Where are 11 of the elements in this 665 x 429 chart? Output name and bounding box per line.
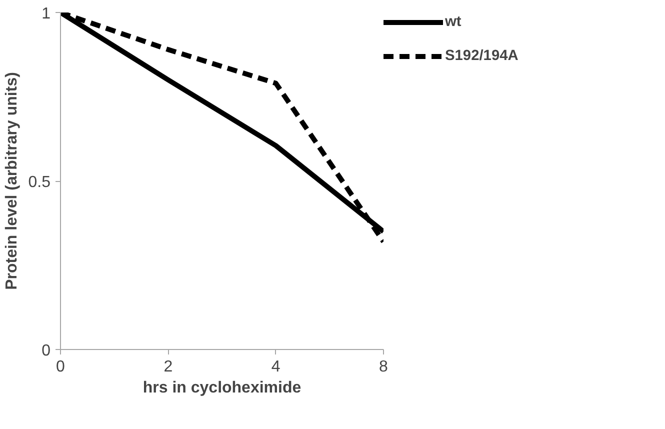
- y-tick-label: 0.5: [28, 174, 51, 191]
- legend-label: S192/194A: [445, 48, 518, 64]
- x-tick-label: 2: [164, 358, 173, 376]
- legend-label: wt: [445, 14, 462, 30]
- x-axis-title: hrs in cycloheximide: [142, 380, 302, 396]
- y-tick-label: 0: [42, 342, 51, 360]
- y-tick-label: 1: [42, 6, 51, 22]
- x-tick-label: 4: [271, 358, 280, 376]
- y-axis-title: Protein level (arbitrary units): [3, 72, 20, 290]
- x-tick-label: 8: [379, 358, 388, 376]
- x-tick-label: 0: [56, 358, 66, 376]
